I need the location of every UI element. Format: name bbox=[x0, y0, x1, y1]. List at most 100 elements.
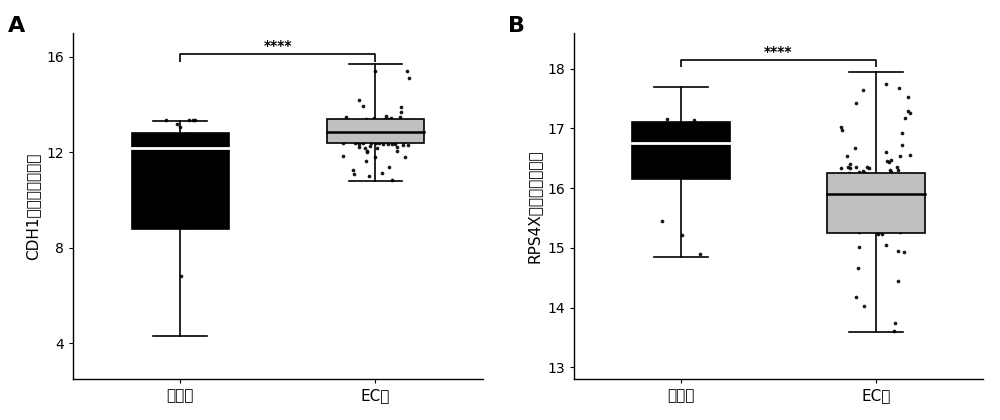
Point bbox=[373, 130, 389, 136]
Point bbox=[896, 249, 912, 255]
Point bbox=[834, 178, 850, 184]
Point bbox=[383, 131, 399, 138]
Point bbox=[833, 165, 849, 171]
Point bbox=[877, 195, 893, 202]
Point bbox=[365, 123, 381, 130]
Point bbox=[836, 194, 852, 200]
Point bbox=[362, 131, 378, 137]
Point bbox=[336, 133, 352, 139]
Point bbox=[386, 124, 402, 131]
Point bbox=[900, 173, 916, 180]
Point bbox=[365, 129, 381, 135]
Point bbox=[842, 199, 858, 205]
Point bbox=[897, 223, 913, 229]
Point bbox=[387, 122, 403, 129]
Point bbox=[367, 120, 383, 126]
Point bbox=[401, 126, 417, 132]
Point bbox=[858, 207, 874, 214]
Point bbox=[882, 203, 898, 210]
Point bbox=[343, 128, 359, 135]
Point bbox=[863, 177, 879, 184]
Point bbox=[390, 119, 406, 126]
Point bbox=[888, 190, 904, 197]
Point bbox=[897, 185, 913, 192]
Point bbox=[399, 126, 415, 133]
Point bbox=[844, 181, 860, 188]
Point bbox=[884, 198, 900, 205]
Point bbox=[369, 124, 385, 131]
Point bbox=[674, 150, 690, 157]
Point bbox=[365, 124, 381, 131]
Point bbox=[861, 195, 877, 202]
Point bbox=[855, 197, 871, 204]
Point bbox=[869, 218, 885, 225]
Point bbox=[844, 213, 860, 219]
Point bbox=[343, 122, 359, 129]
Point bbox=[337, 135, 353, 142]
Point bbox=[357, 145, 373, 152]
Point bbox=[883, 168, 899, 175]
Point bbox=[346, 134, 362, 141]
Point bbox=[348, 138, 364, 144]
Point bbox=[172, 123, 188, 130]
Point bbox=[840, 164, 856, 171]
Point bbox=[348, 123, 364, 129]
Point bbox=[874, 194, 890, 201]
Point bbox=[388, 124, 404, 131]
Point bbox=[341, 118, 357, 125]
Point bbox=[862, 203, 878, 210]
Point bbox=[359, 125, 375, 132]
Point bbox=[340, 129, 356, 135]
Point bbox=[170, 154, 186, 160]
Point bbox=[902, 110, 918, 116]
Point bbox=[359, 130, 375, 137]
Point bbox=[363, 139, 379, 146]
Point bbox=[667, 127, 683, 134]
Point bbox=[897, 115, 913, 121]
Point bbox=[853, 173, 869, 179]
Point bbox=[380, 116, 396, 123]
Point bbox=[903, 206, 919, 213]
Point bbox=[887, 179, 903, 186]
Point bbox=[394, 128, 410, 135]
Point bbox=[374, 134, 390, 141]
Point bbox=[895, 190, 911, 197]
Point bbox=[900, 200, 916, 206]
Point bbox=[396, 120, 412, 126]
Point bbox=[899, 186, 915, 193]
Point bbox=[374, 121, 390, 128]
Point bbox=[878, 241, 894, 248]
Point bbox=[399, 123, 415, 130]
Point bbox=[187, 117, 203, 124]
Point bbox=[880, 222, 896, 228]
Point bbox=[833, 189, 849, 196]
Point bbox=[378, 123, 394, 130]
Point bbox=[367, 154, 383, 160]
Point bbox=[368, 131, 384, 138]
Point bbox=[891, 173, 907, 180]
Point bbox=[378, 116, 394, 122]
Point bbox=[336, 130, 352, 136]
Point bbox=[344, 136, 360, 142]
Point bbox=[387, 129, 403, 135]
Point bbox=[898, 176, 914, 183]
Point bbox=[381, 129, 397, 136]
Point bbox=[674, 145, 690, 152]
Point bbox=[351, 125, 367, 132]
Point bbox=[377, 132, 393, 139]
Point bbox=[359, 126, 375, 133]
Point bbox=[841, 191, 857, 198]
Point bbox=[353, 119, 369, 126]
Point bbox=[864, 205, 880, 212]
Point bbox=[874, 206, 890, 213]
Point bbox=[880, 189, 896, 196]
Point bbox=[892, 208, 908, 215]
Point bbox=[387, 126, 403, 132]
Point bbox=[862, 197, 878, 203]
Point bbox=[361, 134, 377, 140]
Point bbox=[384, 123, 400, 129]
Point bbox=[886, 180, 902, 187]
Point bbox=[867, 207, 883, 214]
Point bbox=[848, 186, 864, 193]
Point bbox=[901, 184, 917, 191]
